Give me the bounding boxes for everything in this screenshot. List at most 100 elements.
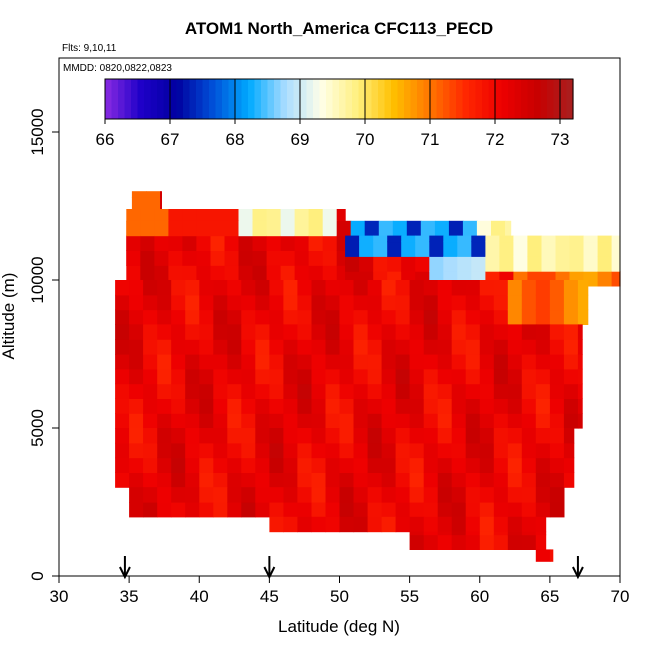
heatmap-cell bbox=[143, 413, 158, 429]
heatmap-cell bbox=[266, 209, 282, 222]
colorbar-segment bbox=[456, 79, 464, 119]
heatmap-cell bbox=[527, 235, 542, 243]
heatmap-cell bbox=[597, 235, 613, 243]
heatmap-cell bbox=[129, 368, 144, 385]
colorbar-segment bbox=[378, 79, 386, 119]
heatmap-cell bbox=[325, 294, 341, 311]
heatmap-cell bbox=[196, 235, 211, 251]
x-tick-label: 40 bbox=[190, 587, 209, 606]
heatmap-cell bbox=[521, 487, 537, 503]
heatmap-cell bbox=[143, 428, 158, 444]
colorbar-segment bbox=[274, 79, 282, 119]
heatmap-cell bbox=[549, 398, 565, 414]
heatmap-cell bbox=[577, 354, 583, 370]
colorbar-segment bbox=[118, 79, 126, 119]
heatmap-cell bbox=[297, 354, 312, 370]
heatmap-cell bbox=[563, 309, 579, 325]
flight-arrows bbox=[119, 556, 584, 580]
colorbar-segment bbox=[170, 79, 178, 119]
x-tick-label: 60 bbox=[470, 587, 489, 606]
heatmap-cell bbox=[395, 457, 411, 473]
heatmap-cell bbox=[409, 531, 425, 536]
heatmap-cell bbox=[563, 339, 579, 355]
heatmap-cell bbox=[451, 383, 467, 399]
heatmap-cell bbox=[224, 250, 240, 266]
heatmap-cell bbox=[367, 398, 383, 414]
heatmap-cell bbox=[451, 428, 467, 444]
heatmap-cell bbox=[115, 457, 130, 473]
colorbar-tick-label: 69 bbox=[291, 130, 310, 149]
heatmap-cell bbox=[115, 368, 130, 385]
heatmap-cell bbox=[392, 220, 408, 237]
colorbar-segment bbox=[176, 79, 184, 119]
heatmap-cell bbox=[283, 339, 298, 355]
heatmap-cell bbox=[182, 220, 197, 237]
heatmap-cell bbox=[583, 241, 599, 257]
heatmap-cell bbox=[115, 280, 130, 296]
heatmap-cell bbox=[423, 383, 439, 399]
y-tick-label: 10000 bbox=[28, 256, 47, 303]
heatmap-cell bbox=[171, 398, 186, 414]
heatmap-cell bbox=[437, 309, 453, 325]
heatmap-cell bbox=[569, 241, 585, 257]
heatmap-cell bbox=[252, 220, 268, 237]
heatmap-cell bbox=[129, 354, 144, 370]
heatmap-cell bbox=[238, 235, 254, 251]
heatmap-cell bbox=[353, 309, 369, 325]
heatmap-cell bbox=[339, 442, 355, 459]
colorbar-segment bbox=[417, 79, 425, 119]
heatmap-cell bbox=[140, 209, 155, 222]
heatmap-cell bbox=[126, 235, 141, 251]
heatmap-cell bbox=[563, 413, 579, 429]
heatmap-cell bbox=[143, 280, 158, 296]
heatmap-cell bbox=[423, 339, 439, 355]
heatmap-cell bbox=[549, 487, 565, 503]
colorbar-segment bbox=[482, 79, 490, 119]
heatmap-cell bbox=[521, 534, 537, 550]
heatmap-cell bbox=[443, 241, 458, 257]
heatmap-cell bbox=[507, 324, 523, 340]
heatmap-cell bbox=[367, 442, 383, 459]
heatmap-cell bbox=[227, 339, 242, 355]
heatmap-cell bbox=[255, 398, 270, 414]
heatmap-cell bbox=[521, 531, 537, 536]
heatmap-cell bbox=[395, 368, 411, 385]
heatmap-cell bbox=[415, 235, 430, 243]
heatmap-cell bbox=[238, 265, 254, 281]
heatmap-cell bbox=[381, 428, 397, 444]
heatmap-cell bbox=[353, 339, 369, 355]
colorbar-segment bbox=[287, 79, 295, 119]
heatmap-cell bbox=[493, 383, 509, 399]
heatmap-cell bbox=[493, 324, 509, 340]
heatmap-cell bbox=[465, 516, 481, 533]
heatmap-cell bbox=[451, 413, 467, 429]
heatmap-cell bbox=[311, 457, 327, 473]
colorbar-segment bbox=[196, 79, 204, 119]
heatmap-cell bbox=[507, 502, 523, 518]
heatmap-cell bbox=[126, 250, 141, 266]
heatmap-cell bbox=[350, 220, 366, 237]
heatmap-cell bbox=[367, 309, 383, 325]
heatmap-cell bbox=[451, 502, 467, 518]
heatmap-cell bbox=[255, 428, 270, 444]
heatmap-cell bbox=[451, 531, 467, 536]
heatmap-cell bbox=[325, 472, 341, 488]
heatmap-cell bbox=[465, 534, 481, 550]
heatmap-cell bbox=[171, 309, 186, 325]
heatmap-cell bbox=[129, 339, 144, 355]
heatmap-cell bbox=[283, 309, 298, 325]
heatmap-cell bbox=[115, 309, 130, 325]
colorbar-segment bbox=[495, 79, 503, 119]
heatmap-cell bbox=[611, 241, 621, 257]
colorbar-segment bbox=[410, 79, 418, 119]
heatmap-cell bbox=[479, 368, 495, 385]
heatmap-cell bbox=[325, 487, 341, 503]
heatmap-cell bbox=[437, 502, 453, 518]
heatmap-cell bbox=[185, 309, 200, 325]
heatmap-cell bbox=[213, 324, 228, 340]
heatmap-cell bbox=[395, 339, 411, 355]
heatmap-cell bbox=[339, 428, 355, 444]
heatmap-cell bbox=[401, 241, 416, 257]
x-axis: 30 35 40 45 50 55 60 65 70 bbox=[50, 576, 629, 606]
colorbar-segment bbox=[157, 79, 165, 119]
